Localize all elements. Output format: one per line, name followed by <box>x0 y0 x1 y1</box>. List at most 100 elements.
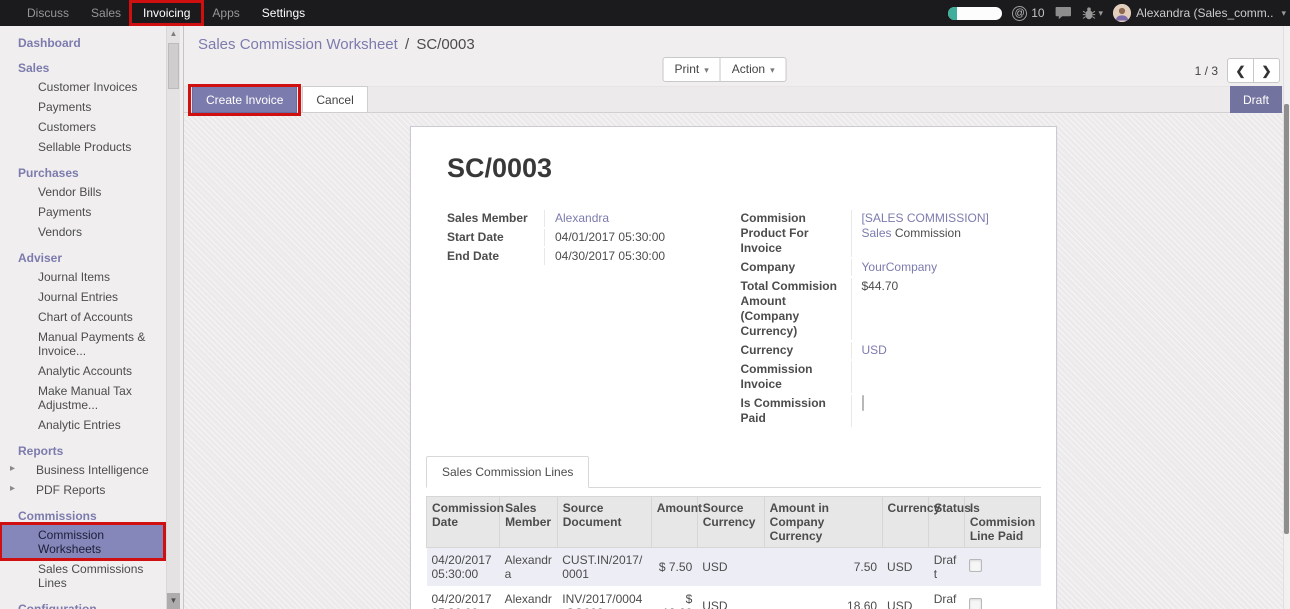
col-header-is-commision-line-paid[interactable]: Is Commision Line Paid <box>963 496 1042 548</box>
sidebar-section-commissions[interactable]: Commissions <box>18 509 97 523</box>
debug-bug-icon[interactable]: ▾ <box>1082 6 1104 20</box>
sidebar-item-customers[interactable]: Customers <box>0 117 166 137</box>
tab-sales-commission-lines[interactable]: Sales Commission Lines <box>426 456 590 488</box>
user-caret-icon: ▾ <box>1281 7 1286 18</box>
menu-apps[interactable]: Apps <box>201 0 250 26</box>
form-sheet: SC/0003 Sales Member Alexandra Start Dat… <box>410 126 1057 609</box>
menu-settings[interactable]: Settings <box>251 0 316 26</box>
col-header-sales-member[interactable]: Sales Member <box>499 496 558 548</box>
sidebar-item-customer-invoices[interactable]: Customer Invoices <box>0 77 166 97</box>
scroll-up-arrow-icon[interactable]: ▲ <box>169 29 178 38</box>
breadcrumb: Sales Commission Worksheet / SC/0003 <box>184 26 1290 53</box>
sidebar-item-analytic-entries[interactable]: Analytic Entries <box>0 415 166 435</box>
action-dropdown-button[interactable]: Action ▾ <box>719 57 787 83</box>
menu-discuss[interactable]: Discuss <box>16 0 80 26</box>
user-menu[interactable]: Alexandra (Sales_comm.. ▾ <box>1113 4 1286 22</box>
record-title: SC/0003 <box>447 153 553 183</box>
sidebar-scroll-thumb[interactable] <box>168 43 179 89</box>
sidebar-item-label: Journal Entries <box>38 290 119 304</box>
is-commission-paid-checkbox[interactable] <box>861 395 864 411</box>
field-group-left: Sales Member Alexandra Start Date 04/01/… <box>447 210 727 429</box>
sidebar-item-payments[interactable]: Payments <box>0 202 166 222</box>
line-paid-checkbox[interactable] <box>969 598 983 609</box>
page-scrollbar[interactable] <box>1283 26 1290 609</box>
sidebar-item-analytic-accounts[interactable]: Analytic Accounts <box>0 361 166 381</box>
activity-badge[interactable]: @ 10 <box>1012 5 1045 21</box>
table-header-row: Commission Date Sales Member Source Docume… <box>425 496 1042 548</box>
col-header-amount-in-company-currency[interactable]: Amount in Company Currency <box>763 496 883 548</box>
sidebar-section-reports[interactable]: Reports <box>18 444 64 458</box>
line-paid-checkbox[interactable] <box>969 559 983 572</box>
pager-previous-button[interactable]: ❮ <box>1227 58 1254 83</box>
sidebar-item-vendor-bills[interactable]: Vendor Bills <box>0 182 166 202</box>
cell-commission-date: 04/20/2017 05:30:00 <box>431 553 492 581</box>
table-row[interactable]: 04/20/2017 05:30:00 Alexandra INV/2017/000… <box>426 586 1041 609</box>
menu-sales[interactable]: Sales <box>80 0 132 26</box>
action-caret-icon: ▾ <box>770 65 775 75</box>
currency-value-link[interactable]: USD <box>861 343 887 357</box>
mention-icon: @ <box>1012 5 1028 21</box>
timer-progress-fill <box>948 6 957 20</box>
commission-invoice-value <box>850 361 1021 393</box>
sales-member-value-link[interactable]: Alexandra <box>555 211 610 225</box>
sidebar-section-sales[interactable]: Sales <box>18 61 50 75</box>
commission-lines-table: Commission Date Sales Member Source Docume… <box>425 496 1042 609</box>
sidebar-item-sellable-products[interactable]: Sellable Products <box>0 137 166 157</box>
sidebar-item-sales-commissions-lines[interactable]: Sales Commissions Lines <box>0 559 166 593</box>
menu-apps-label: Apps <box>212 6 240 20</box>
debug-caret-icon: ▾ <box>1098 7 1104 18</box>
cell-source-document: INV/2017/0004-SO008 <box>562 592 643 609</box>
sidebar-item-business-intelligence[interactable]: ▸ Business Intelligence <box>0 460 166 480</box>
pager-next-button[interactable]: ❯ <box>1253 58 1280 83</box>
sidebar-item-label: Commission Worksheets <box>38 528 105 556</box>
scroll-down-arrow-icon[interactable]: ▼ <box>167 593 180 609</box>
sidebar-scrollbar[interactable]: ▲ ▼ <box>166 26 180 609</box>
form-view: SC/0003 Sales Member Alexandra Start Dat… <box>184 114 1283 609</box>
sidebar-item-commission-worksheets[interactable]: Commission Worksheets <box>0 522 166 561</box>
col-header-currency[interactable]: Currency <box>881 496 940 548</box>
page-scroll-thumb[interactable] <box>1284 104 1289 534</box>
sidebar-item-pdf-reports[interactable]: ▸ PDF Reports <box>0 480 166 500</box>
sidebar-section-configuration[interactable]: Configuration <box>18 602 97 609</box>
topbar-right: @ 10 ▾ Alexandra (Sales_comm.. ▾ <box>948 4 1290 22</box>
cell-paid <box>964 587 1040 609</box>
col-header-source-currency[interactable]: Source Currency <box>696 496 765 548</box>
commission-product-value-link[interactable]: [SALES COMMISSION] Sales <box>861 211 989 240</box>
control-panel: Print ▾ Action ▾ 1 / 3 ❮ ❯ <box>184 57 1290 87</box>
expand-caret-icon[interactable]: ▸ <box>10 463 16 474</box>
table-row[interactable]: 04/20/2017 05:30:00 Alexandra CUST.IN/2017… <box>426 547 1041 587</box>
expand-caret-icon[interactable]: ▸ <box>10 483 16 494</box>
sidebar-item-vendors[interactable]: Vendors <box>0 222 166 242</box>
col-header-status[interactable]: Status <box>928 496 971 548</box>
cell-status: Draft <box>933 553 957 581</box>
sidebar-section-adviser[interactable]: Adviser <box>18 251 63 265</box>
sidebar-section-purchases[interactable]: Purchases <box>18 166 79 180</box>
top-menu: Discuss Sales Invoicing Apps Settings <box>0 0 316 26</box>
col-header-commission-date[interactable]: Commission Date <box>425 496 504 548</box>
breadcrumb-current: SC/0003 <box>416 36 475 53</box>
sidebar-item-chart-of-accounts[interactable]: Chart of Accounts <box>0 307 166 327</box>
create-invoice-button[interactable]: Create Invoice <box>192 86 298 113</box>
company-value-link[interactable]: YourCompany <box>861 260 938 274</box>
sidebar-item-journal-items[interactable]: Journal Items <box>0 267 166 287</box>
col-header-amount[interactable]: Amount <box>650 496 702 548</box>
sidebar-item-make-manual-tax-adjustme[interactable]: Make Manual Tax Adjustme... <box>0 381 166 415</box>
sidebar-item-payments[interactable]: Payments <box>0 97 166 117</box>
sidebar-section-dashboard[interactable]: Dashboard <box>18 36 81 50</box>
sidebar-item-label: Manual Payments & Invoice... <box>38 330 146 358</box>
col-header-source-document[interactable]: Source Document <box>556 496 652 548</box>
cancel-button[interactable]: Cancel <box>302 86 368 113</box>
sidebar-item-label: Sales Commissions Lines <box>38 562 144 590</box>
cell-amount: $ 7.50 <box>658 560 693 574</box>
action-label: Action <box>731 62 766 76</box>
sidebar-item-label: Vendor Bills <box>38 185 102 199</box>
sidebar-item-journal-entries[interactable]: Journal Entries <box>0 287 166 307</box>
menu-invoicing[interactable]: Invoicing <box>129 0 205 26</box>
cell-amount-company: 18.60 <box>847 599 878 609</box>
print-dropdown-button[interactable]: Print ▾ <box>662 57 721 83</box>
sidebar-item-manual-payments-invoice[interactable]: Manual Payments & Invoice... <box>0 327 166 361</box>
status-badge-draft[interactable]: Draft <box>1230 86 1282 113</box>
breadcrumb-parent-link[interactable]: Sales Commission Worksheet <box>198 36 398 53</box>
messages-icon[interactable] <box>1055 6 1072 20</box>
cell-currency: USD <box>887 560 913 574</box>
